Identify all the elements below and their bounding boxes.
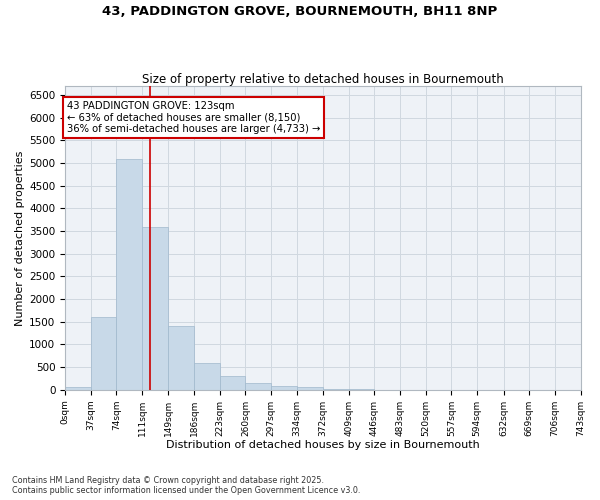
Bar — [142, 226, 169, 390]
Bar — [323, 389, 349, 390]
Bar — [245, 383, 271, 390]
Bar — [169, 326, 194, 390]
Text: Contains HM Land Registry data © Crown copyright and database right 2025.
Contai: Contains HM Land Registry data © Crown c… — [12, 476, 361, 495]
Bar — [220, 376, 245, 390]
Bar — [116, 158, 142, 390]
Y-axis label: Number of detached properties: Number of detached properties — [15, 150, 25, 326]
Text: 43 PADDINGTON GROVE: 123sqm
← 63% of detached houses are smaller (8,150)
36% of : 43 PADDINGTON GROVE: 123sqm ← 63% of det… — [67, 100, 320, 134]
Title: Size of property relative to detached houses in Bournemouth: Size of property relative to detached ho… — [142, 73, 503, 86]
X-axis label: Distribution of detached houses by size in Bournemouth: Distribution of detached houses by size … — [166, 440, 479, 450]
Bar — [271, 386, 297, 390]
Bar — [297, 388, 323, 390]
Text: 43, PADDINGTON GROVE, BOURNEMOUTH, BH11 8NP: 43, PADDINGTON GROVE, BOURNEMOUTH, BH11 … — [103, 5, 497, 18]
Bar — [194, 362, 220, 390]
Bar — [65, 388, 91, 390]
Bar — [91, 317, 116, 390]
